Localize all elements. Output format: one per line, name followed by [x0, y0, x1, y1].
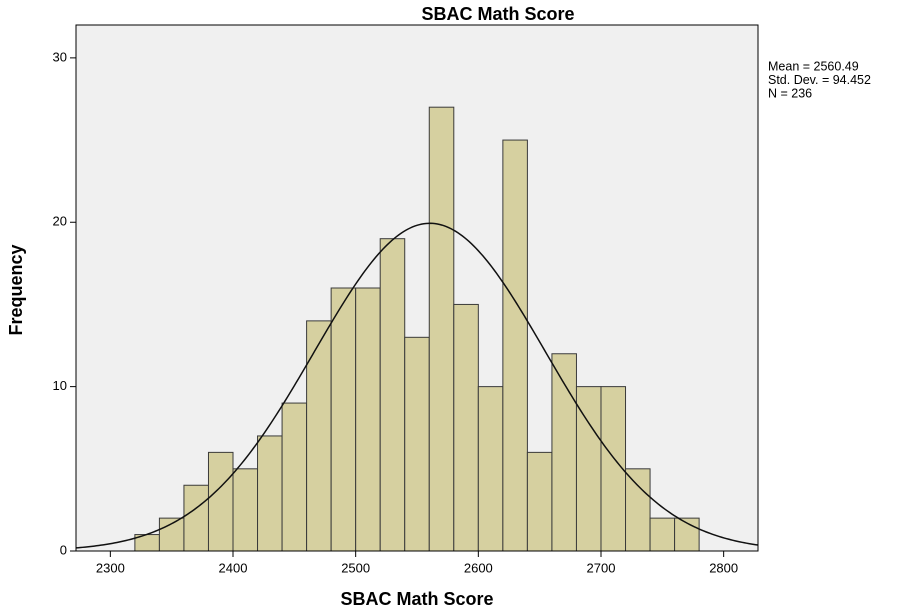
bar: [404, 336, 430, 552]
x-tick-label: 2600: [464, 560, 493, 575]
bar: [306, 320, 332, 552]
stat-label: Std. Dev. = 94.452: [768, 73, 871, 87]
bar: [183, 484, 209, 552]
bar: [379, 238, 406, 552]
y-tick-label: 20: [53, 214, 67, 229]
y-tick-label: 30: [53, 49, 67, 64]
bar: [232, 468, 259, 552]
stat-label: Mean = 2560.49: [768, 59, 859, 73]
bar: [649, 517, 676, 552]
bar: [207, 451, 234, 552]
x-tick-label: 2800: [709, 560, 738, 575]
bar: [281, 402, 308, 552]
bar: [355, 287, 381, 552]
x-tick-label: 2500: [341, 560, 370, 575]
bar: [477, 386, 504, 552]
bar: [502, 139, 528, 552]
y-tick-label: 0: [60, 542, 67, 557]
bar: [453, 303, 479, 552]
x-tick-label: 2300: [96, 560, 125, 575]
bar: [330, 287, 357, 552]
bar: [625, 468, 651, 552]
bar: [428, 106, 455, 552]
normal-curve: [76, 222, 758, 549]
chart-title: SBAC Math Score: [421, 4, 574, 24]
x-tick-label: 2400: [219, 560, 248, 575]
y-tick-label: 10: [53, 378, 67, 393]
y-axis-label: Frequency: [6, 244, 26, 335]
x-axis-label: SBAC Math Score: [340, 589, 493, 609]
stat-label: N = 236: [768, 86, 812, 100]
x-tick-label: 2700: [587, 560, 616, 575]
bar: [575, 386, 602, 552]
bar: [526, 451, 553, 552]
plot-border: [75, 24, 759, 552]
bar: [257, 435, 283, 552]
